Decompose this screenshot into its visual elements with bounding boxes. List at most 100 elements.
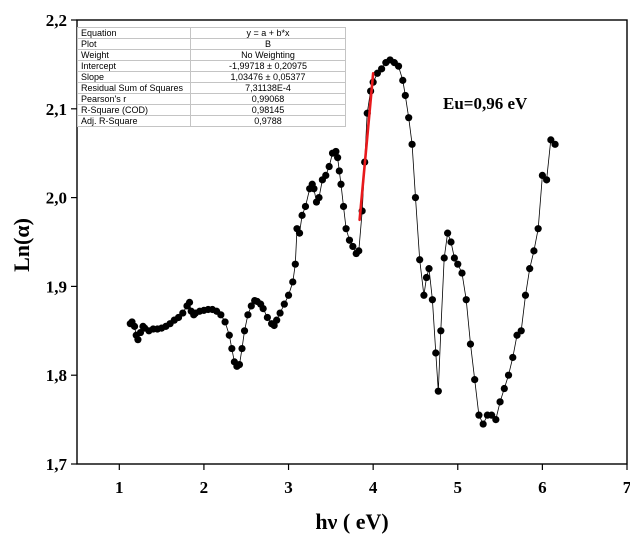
fit-key: R-Square (COD) — [77, 104, 191, 116]
data-point — [526, 265, 534, 273]
fit-results-body: Equation y = a + b*x Plot B Weight No Weighti… — [77, 27, 346, 127]
data-point — [322, 171, 330, 179]
data-point — [450, 254, 458, 262]
data-point — [225, 331, 233, 339]
data-markers — [126, 56, 559, 428]
fit-key: Adj. R-Square — [77, 115, 191, 127]
data-point — [454, 260, 462, 268]
data-point — [466, 340, 475, 348]
data-point — [408, 140, 416, 148]
x-tick-label: 3 — [284, 478, 293, 497]
x-tick-label: 4 — [369, 478, 378, 497]
fit-key: Weight — [77, 49, 191, 61]
data-point — [315, 194, 323, 202]
data-point — [416, 256, 424, 264]
x-tick-label: 1 — [115, 478, 124, 497]
fit-key: Plot — [77, 38, 191, 50]
fit-row: Slope 1,03476 ± 0,05377 — [77, 71, 346, 83]
data-point — [458, 269, 466, 277]
data-point — [310, 185, 318, 193]
data-point — [342, 225, 350, 233]
data-point — [259, 305, 267, 313]
data-point — [504, 371, 513, 379]
fit-key: Residual Sum of Squares — [77, 82, 191, 94]
data-point — [339, 202, 348, 211]
data-point — [349, 242, 357, 251]
data-point — [334, 154, 342, 162]
data-point — [496, 398, 504, 406]
data-point — [221, 318, 229, 326]
data-point — [543, 176, 551, 184]
x-tick-label: 5 — [454, 478, 463, 497]
data-point — [270, 321, 278, 330]
data-point — [130, 322, 139, 330]
fit-row: Pearson's r 0,99068 — [77, 93, 346, 105]
data-point — [551, 140, 559, 148]
y-tick-label: 2,0 — [46, 189, 67, 208]
data-point — [425, 265, 433, 273]
data-point — [179, 309, 187, 317]
data-point — [240, 327, 249, 335]
data-point — [185, 298, 194, 306]
data-point — [394, 62, 403, 70]
fit-value: No Weighting — [190, 49, 346, 61]
data-point — [355, 247, 363, 255]
data-point — [291, 260, 299, 268]
data-point — [337, 180, 345, 188]
data-point — [244, 311, 252, 319]
data-point — [411, 194, 420, 202]
data-point — [238, 344, 246, 353]
data-point — [217, 311, 225, 319]
fit-value: 7,31138E-4 — [190, 82, 346, 94]
fit-key: Equation — [77, 27, 191, 39]
data-point — [405, 114, 413, 122]
data-point — [422, 273, 431, 282]
fit-row: Plot B — [77, 38, 346, 50]
y-tick-label: 1,7 — [46, 455, 68, 474]
data-point — [345, 236, 354, 244]
data-point — [517, 327, 525, 335]
data-point — [471, 376, 479, 384]
linear-fit-line — [358, 71, 375, 222]
data-point — [401, 91, 409, 100]
data-point — [399, 76, 407, 84]
fit-row: Intercept -1,99718 ± 0,20975 — [77, 60, 346, 72]
fit-key: Slope — [77, 71, 191, 83]
y-tick-label: 1,9 — [46, 277, 67, 296]
data-point — [447, 238, 455, 246]
data-point — [235, 360, 244, 369]
fit-row: Residual Sum of Squares 7,31138E-4 — [77, 82, 346, 94]
x-tick-label: 2 — [200, 478, 209, 497]
data-point — [434, 387, 442, 395]
data-point — [378, 65, 386, 73]
data-point — [479, 420, 487, 428]
data-point — [273, 316, 281, 324]
data-point — [530, 247, 538, 255]
fit-key: Intercept — [77, 60, 191, 72]
data-point — [276, 309, 284, 317]
y-tick-label: 1,8 — [46, 366, 67, 385]
data-point — [521, 291, 530, 299]
fit-value: 0,98145 — [190, 104, 346, 116]
data-point — [295, 229, 304, 237]
data-point — [284, 291, 293, 299]
plot-border — [76, 19, 628, 465]
data-point — [332, 147, 340, 156]
data-point — [440, 254, 448, 262]
data-point — [301, 202, 310, 211]
data-point — [500, 384, 508, 393]
data-point — [134, 336, 142, 344]
fit-value: -1,99718 ± 0,20975 — [190, 60, 346, 72]
y-tick-label: 2,2 — [46, 11, 67, 30]
fit-value: 0,9788 — [190, 115, 346, 127]
data-point — [444, 229, 452, 237]
x-tick-label: 6 — [538, 478, 547, 497]
fit-value: y = a + b*x — [190, 27, 346, 39]
fit-row: Weight No Weighting — [77, 49, 346, 61]
fit-value: B — [190, 38, 346, 50]
data-point — [462, 296, 470, 304]
y-axis-title: Ln(α) — [9, 218, 34, 272]
data-point — [428, 296, 436, 304]
data-point — [437, 327, 445, 335]
